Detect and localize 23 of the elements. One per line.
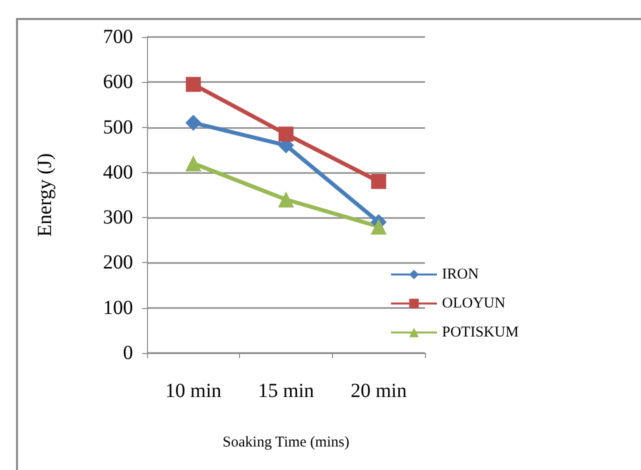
point — [370, 218, 387, 235]
point — [185, 155, 202, 172]
legend-label: IRON — [442, 266, 479, 282]
point — [185, 114, 202, 131]
point — [371, 174, 386, 189]
y-tick-label: 0 — [123, 342, 133, 364]
y-tick-label: 500 — [103, 116, 133, 138]
x-axis-title: Soaking Time (mins) — [222, 434, 350, 450]
point — [186, 76, 201, 92]
legend-label: POTISKUM — [442, 324, 519, 340]
y-tick-label: 100 — [103, 296, 133, 319]
x-tick-label: 10 min — [165, 380, 222, 402]
y-tick-label: 700 — [103, 26, 133, 48]
point — [278, 192, 294, 208]
y-tick-label: 300 — [103, 206, 133, 229]
x-tick-label: 15 min — [258, 380, 314, 402]
y-axis-title: Energy (J) — [34, 153, 56, 237]
legend-label: OLOYUN — [442, 296, 506, 312]
y-tick-label: 400 — [103, 161, 133, 184]
y-tick-label: 200 — [103, 252, 133, 274]
y-tick-label: 600 — [103, 71, 133, 94]
x-tick-label: 20 min — [350, 380, 407, 402]
point — [278, 126, 294, 142]
